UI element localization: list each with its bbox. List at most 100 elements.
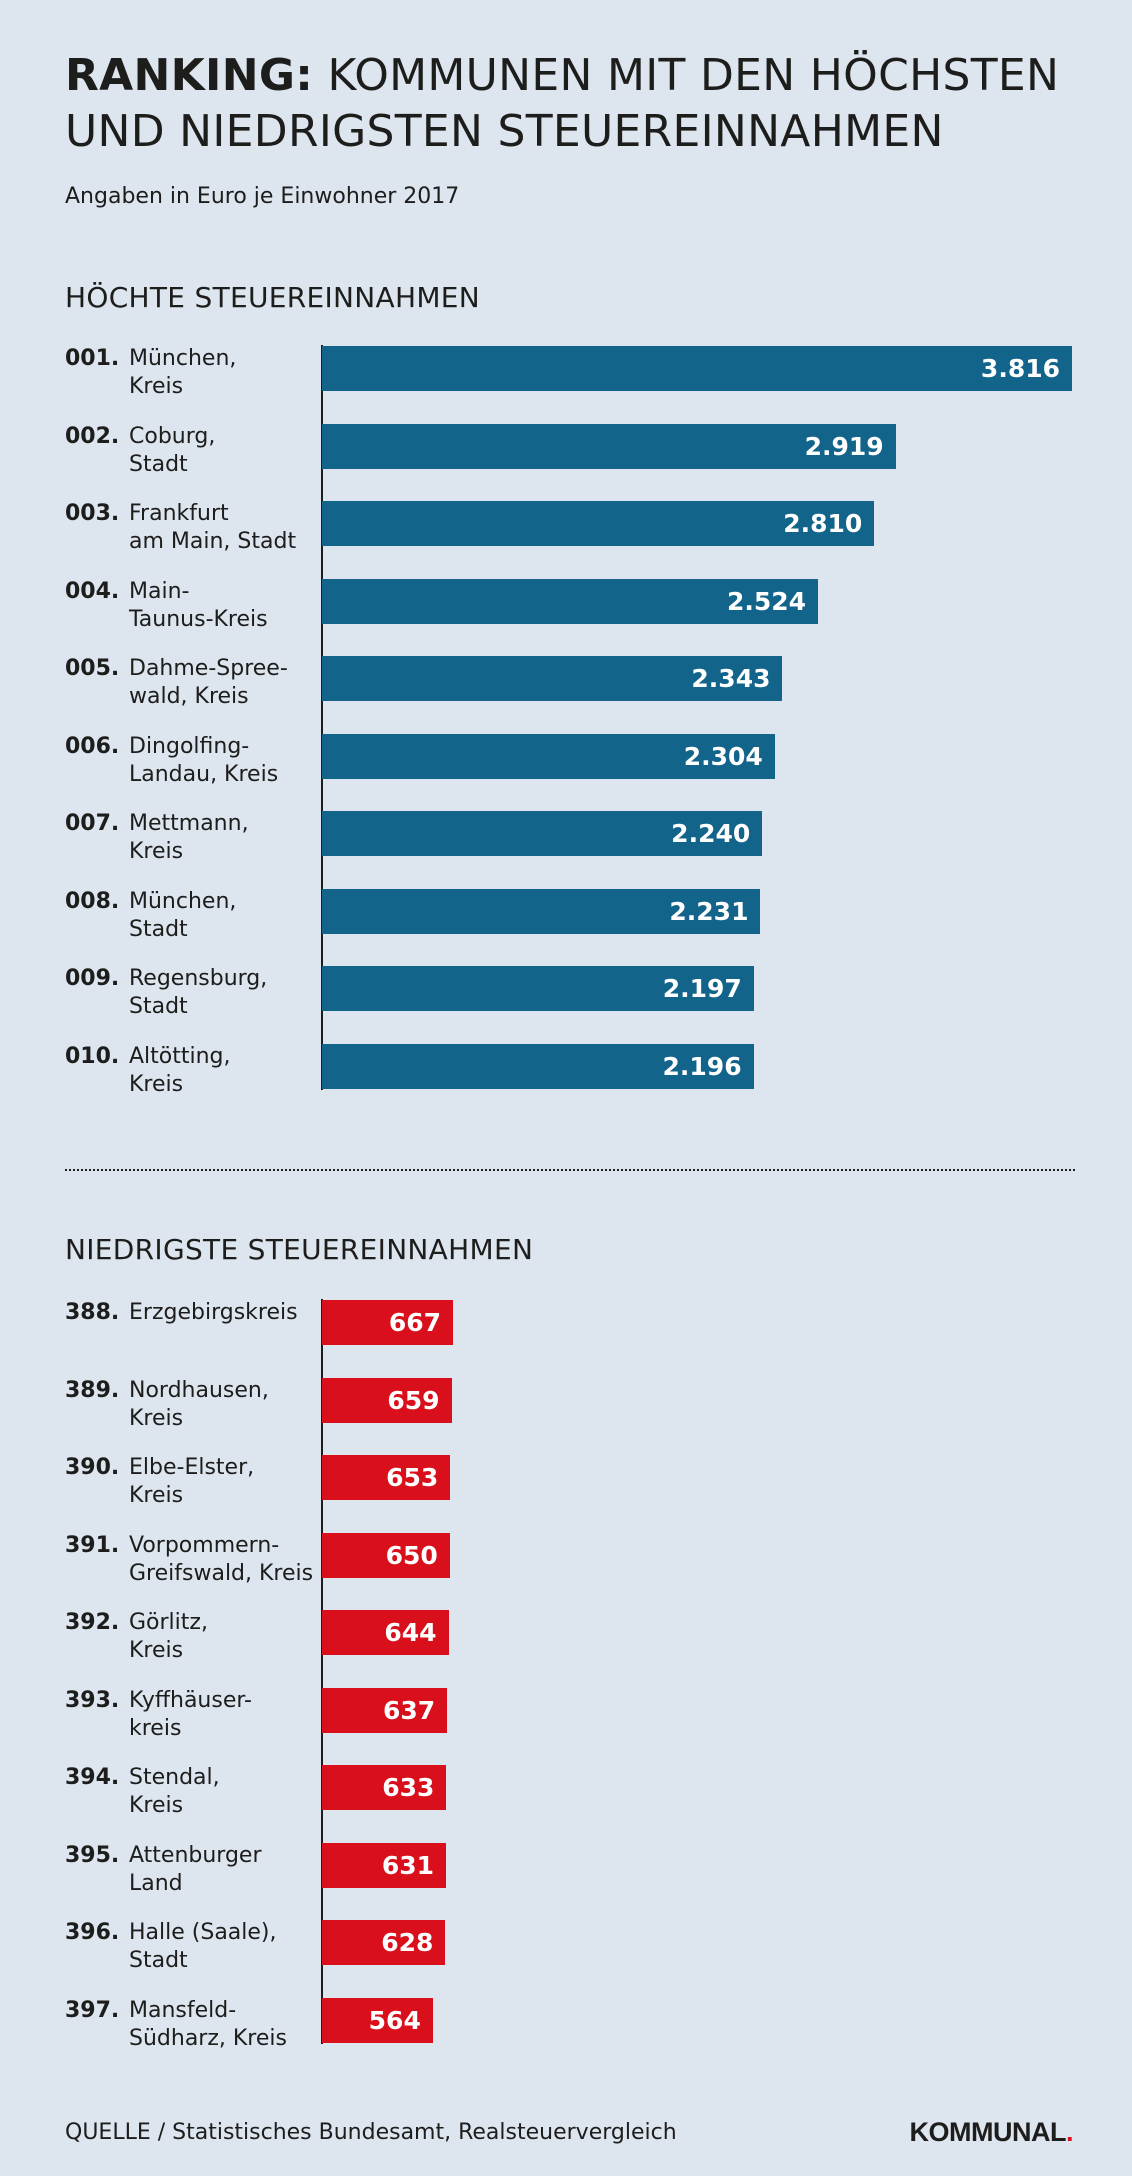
logo-text: KOMMUNAL: [909, 2117, 1067, 2147]
rank-label: 392.: [65, 1610, 120, 1635]
bar-value-label: 653: [386, 1463, 439, 1492]
bar: 2.343: [322, 656, 783, 701]
bar-value-label: 3.816: [980, 354, 1060, 383]
category-label: Stendal, Kreis: [129, 1764, 314, 1820]
category-label-line: Nordhausen,: [129, 1377, 269, 1403]
category-label-line: Land: [129, 1870, 183, 1896]
rank-label: 005.: [65, 656, 120, 681]
rank-label: 389.: [65, 1377, 120, 1403]
kommunal-logo: KOMMUNAL.: [910, 2116, 1074, 2148]
category-label-line: Stadt: [129, 994, 188, 1019]
category-label-line: wald, Kreis: [129, 684, 249, 709]
category-label: Mettmann, Kreis: [129, 810, 314, 866]
bar-value-label: 2.524: [726, 586, 807, 616]
category-label-line: Erzgebirgskreis: [129, 1300, 298, 1325]
bar: 2.240: [322, 811, 763, 856]
bar: 2.197: [322, 966, 754, 1011]
section-heading-lowest: NIEDRIGSTE STEUEREINNAHMEN: [65, 1233, 534, 1266]
title-bold: RANKING:: [65, 50, 314, 101]
category-label-line: Kreis: [129, 1793, 184, 1818]
rank-label: 001.: [65, 346, 120, 371]
category-label-line: Mansfeld-: [129, 1997, 237, 2023]
chart-row: 396. Halle (Saale), Stadt 628: [0, 1919, 1132, 1997]
bar: 650: [322, 1532, 450, 1578]
chart-row: 009. Regensburg, Stadt 2.197: [0, 965, 1132, 1043]
rank-label: 395.: [65, 1842, 120, 1868]
bar: 2.919: [322, 423, 896, 469]
category-label-line: München,: [129, 346, 237, 371]
bar: 653: [322, 1455, 451, 1500]
bar: 644: [322, 1610, 449, 1655]
bar-value-label: 633: [382, 1773, 435, 1802]
section-divider: [65, 1169, 1075, 1171]
chart-row: 393. Kyffhäuser-kreis 637: [0, 1687, 1132, 1765]
category-label-line: Altötting,: [129, 1043, 231, 1069]
category-label: Main- Taunus-Kreis: [129, 578, 314, 634]
rank-label: 397.: [65, 1997, 120, 2023]
rank-label: 004.: [65, 578, 120, 604]
bar-value-label: 2.304: [683, 741, 763, 771]
subtitle: Angaben in Euro je Einwohner 2017: [65, 184, 460, 209]
page-title: RANKING: KOMMUNEN MIT DEN HÖCHSTEN UND N…: [65, 48, 1085, 160]
rank-label: 006.: [65, 733, 120, 759]
category-label-line: Stendal,: [129, 1765, 220, 1790]
category-label-line: am Main, Stadt: [129, 529, 297, 554]
category-label: Altötting, Kreis: [129, 1043, 314, 1099]
bar-value-label: 2.240: [671, 819, 751, 848]
category-label-line: Kreis: [129, 1483, 184, 1508]
category-label: München, Kreis: [129, 345, 314, 401]
category-label: Kyffhäuser-kreis: [129, 1687, 314, 1743]
chart-row: 007. Mettmann, Kreis 2.240: [0, 810, 1132, 888]
category-label-line: Kreis: [129, 839, 184, 864]
bar-value-label: 631: [381, 1850, 435, 1880]
bar-value-label: 2.343: [691, 664, 771, 693]
bar-value-label: 2.197: [662, 974, 742, 1003]
bar-value-label: 2.231: [669, 896, 749, 926]
bar: 564: [322, 1997, 433, 2043]
category-label-line: Taunus-Kreis: [129, 606, 268, 632]
chart-row: 391. Vorpommern- Greifswald, Kreis 650: [0, 1532, 1132, 1610]
bar: 637: [322, 1687, 448, 1733]
bar: 667: [322, 1300, 454, 1345]
bar-value-label: 650: [385, 1540, 438, 1570]
axis-line-lowest: [321, 1299, 323, 2044]
chart-row: 389. Nordhausen, Kreis 659: [0, 1377, 1132, 1455]
bar-value-label: 564: [368, 2005, 421, 2035]
chart-row: 394. Stendal, Kreis 633: [0, 1764, 1132, 1842]
bar-value-label: 2.196: [662, 1051, 742, 1081]
logo-dot: .: [1065, 2117, 1074, 2147]
category-label-line: Dahme-Spree-: [129, 656, 288, 681]
category-label-line: München,: [129, 888, 237, 914]
title-rest: KOMMUNEN MIT DEN HÖCHSTEN UND NIEDRIGSTE…: [65, 50, 1060, 157]
category-label: Regensburg, Stadt: [129, 965, 314, 1021]
rank-label: 394.: [65, 1765, 120, 1790]
category-label: Erzgebirgskreis: [129, 1299, 314, 1327]
bar: 631: [322, 1842, 447, 1888]
bar: 659: [322, 1377, 452, 1423]
category-label: Attenburger Land: [129, 1842, 314, 1898]
bar: 633: [322, 1765, 447, 1810]
category-label-line: Greifswald, Kreis: [129, 1560, 314, 1586]
bar-value-label: 659: [387, 1385, 440, 1415]
category-label: Dingolfing- Landau, Kreis: [129, 733, 314, 789]
category-label-line: Kreis: [129, 1638, 184, 1663]
chart-row: 397. Mansfeld- Südharz, Kreis 564: [0, 1997, 1132, 2075]
category-label-line: Regensburg,: [129, 966, 268, 991]
category-label-line: Halle (Saale),: [129, 1920, 277, 1945]
rank-label: 003.: [65, 501, 120, 526]
rank-label: 008.: [65, 888, 120, 914]
bar-value-label: 628: [381, 1928, 434, 1957]
bar-value-label: 644: [384, 1618, 437, 1647]
chart-row: 395. Attenburger Land 631: [0, 1842, 1132, 1920]
rank-label: 007.: [65, 811, 120, 836]
category-label-line: Attenburger: [129, 1842, 262, 1868]
bar: 3.816: [322, 346, 1072, 391]
bar-value-label: 667: [388, 1308, 442, 1337]
category-label: München, Stadt: [129, 888, 314, 944]
bar: 2.524: [322, 578, 819, 624]
bar: 2.810: [322, 501, 875, 546]
category-label-line: Elbe-Elster,: [129, 1455, 255, 1480]
category-label: Coburg, Stadt: [129, 423, 314, 479]
category-label: Halle (Saale), Stadt: [129, 1919, 314, 1975]
chart-row: 392. Görlitz, Kreis 644: [0, 1609, 1132, 1687]
